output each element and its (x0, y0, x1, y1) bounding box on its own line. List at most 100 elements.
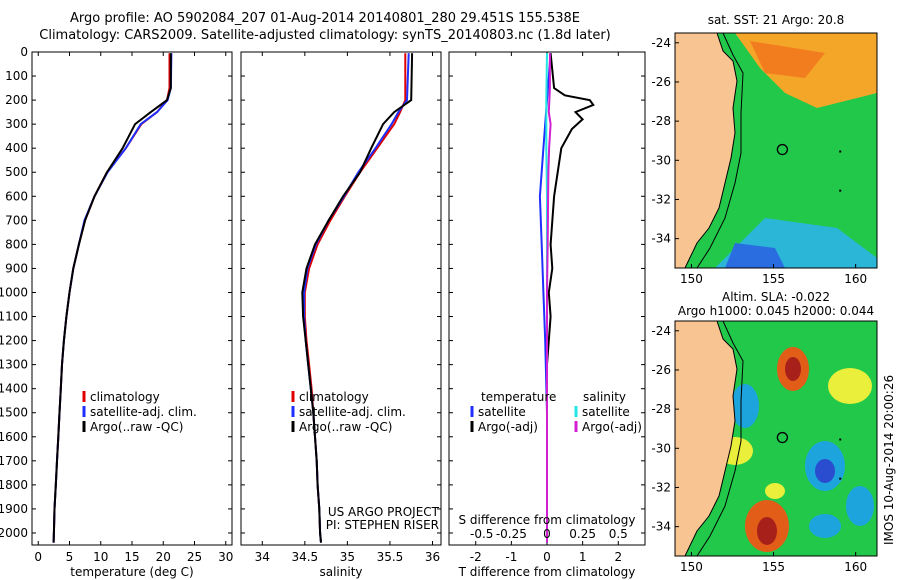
legend-entry: salinity (583, 390, 626, 404)
x-tick-label: 2 (614, 550, 622, 564)
series-line (52, 53, 172, 543)
map-frame (674, 320, 878, 557)
y-tick-label: 1800 (0, 478, 28, 492)
lat-tick-label: -26 (651, 363, 671, 377)
x-tick-label: 25 (187, 550, 202, 564)
y-tick-label: 1600 (0, 430, 28, 444)
profile-panel-2: 34 34.5 35 35.5 36 salinity climatologysatelli… (240, 51, 442, 579)
timestamp-watermark: IMOS 10-Aug-2014 20:00:26 (882, 374, 896, 545)
land-mass (675, 33, 737, 268)
s-tick-label: -0.25 (496, 527, 527, 541)
s-tick-label: 0 (543, 527, 551, 541)
y-tick-label: 1700 (0, 454, 28, 468)
sla-anomaly-blob (846, 486, 874, 526)
legend-entry: climatology (90, 390, 160, 404)
plot-frame (31, 51, 233, 546)
x-tick-label: 0 (543, 550, 551, 564)
y-tick-label: 1300 (0, 358, 28, 372)
x-tick-label: 1 (579, 550, 587, 564)
legend-entry: Argo(-adj) (582, 420, 642, 434)
sla-map: 150 155 160 -24 -26 -28 -30 -32 -34 (651, 320, 878, 574)
map-content (675, 321, 877, 556)
float-position-marker (776, 143, 789, 156)
x-tick-label: 10 (93, 550, 108, 564)
island-marker (839, 477, 842, 480)
legend-entry: Argo(-adj) (478, 420, 538, 434)
s-tick-label: 0.5 (609, 527, 628, 541)
lat-tick-label: -34 (651, 232, 671, 246)
lat-tick-label: -30 (651, 153, 671, 167)
x-tick-label: 35.5 (377, 550, 404, 564)
map-content (675, 33, 877, 268)
x-tick-label: 20 (156, 550, 171, 564)
land-mass (675, 321, 737, 556)
legend-entry: Argo(..raw -QC) (90, 420, 183, 434)
sla-anomaly-blob (828, 368, 872, 404)
island-marker (839, 189, 842, 192)
x-tick-label: 0 (34, 550, 42, 564)
lat-tick-label: -26 (651, 75, 671, 89)
sla-anomaly-blob (765, 483, 785, 499)
pi-annotation: PI: STEPHEN RISER (326, 518, 439, 532)
x-axis-label: T difference from climatology (458, 565, 636, 579)
y-tick-label: 200 (5, 93, 28, 107)
profile-panel-1: 0100200300400500600700800900100011001200… (0, 45, 233, 579)
lat-tick-label: -32 (651, 480, 671, 494)
lat-tick-label: -24 (651, 36, 671, 50)
lat-tick-label: -30 (651, 441, 671, 455)
chart-title: Argo profile: AO 5902084_207 01-Aug-2014… (70, 11, 580, 26)
pi-annotation: US ARGO PROJECT (328, 505, 440, 519)
map-frame (674, 32, 878, 269)
coastline (675, 321, 738, 556)
sla-anomaly-blob (815, 459, 835, 483)
y-tick-label: 2000 (0, 526, 28, 540)
series-line (301, 53, 414, 543)
y-tick-label: 700 (5, 213, 28, 227)
island-marker (839, 438, 842, 441)
y-tick-label: 600 (5, 189, 28, 203)
lon-tick-label: 160 (844, 272, 867, 286)
chart-subtitle: Climatology: CARS2009. Satellite-adjuste… (39, 28, 611, 43)
coastline (675, 33, 738, 268)
shelf-contour (696, 33, 744, 268)
x-tick-label: 30 (218, 550, 233, 564)
y-tick-label: 0 (20, 45, 28, 59)
legend-entry: temperature (481, 390, 556, 404)
y-tick-label: 1200 (0, 334, 28, 348)
legend-entry: satellite (582, 405, 630, 419)
legend-entry: satellite-adj. clim. (299, 405, 406, 419)
warmest-water-patch (750, 41, 825, 78)
y-tick-label: 1900 (0, 502, 28, 516)
lat-tick-label: -34 (651, 520, 671, 534)
x-tick-label: 34.5 (291, 550, 318, 564)
sla-map-title: Altim. SLA: -0.022 (722, 290, 830, 304)
x-axis-label: salinity (319, 565, 362, 579)
sla-anomaly-blob (757, 517, 777, 545)
sla-anomaly-blob (785, 357, 801, 381)
y-tick-label: 300 (5, 117, 28, 131)
lat-tick-label: -28 (651, 114, 671, 128)
profile-panel-3: -2 -1 0 1 2T difference from climatology temp… (448, 51, 646, 579)
lon-tick-label: 155 (762, 560, 785, 574)
legend-entry: satellite (478, 405, 526, 419)
lon-tick-label: 155 (762, 272, 785, 286)
lat-tick-label: -24 (651, 324, 671, 338)
s-tick-label: 0.25 (569, 527, 596, 541)
lat-tick-label: -32 (651, 192, 671, 206)
sst-map-title: sat. SST: 21 Argo: 20.8 (708, 13, 845, 27)
series-line (546, 53, 552, 543)
x-tick-label: 5 (66, 550, 74, 564)
lon-tick-label: 150 (680, 560, 703, 574)
plot-frame (240, 51, 442, 546)
x-tick-label: -1 (505, 550, 517, 564)
sla-anomaly-blob (809, 514, 841, 538)
y-tick-label: 1500 (0, 406, 28, 420)
y-tick-label: 500 (5, 165, 28, 179)
sla-anomaly-blob (731, 384, 759, 428)
x-axis-label: temperature (deg C) (70, 565, 193, 579)
x-tick-label: 34 (255, 550, 270, 564)
y-tick-label: 1100 (0, 310, 28, 324)
series-line (52, 53, 171, 543)
island-marker (839, 150, 842, 153)
cold-water-patch (725, 243, 785, 268)
